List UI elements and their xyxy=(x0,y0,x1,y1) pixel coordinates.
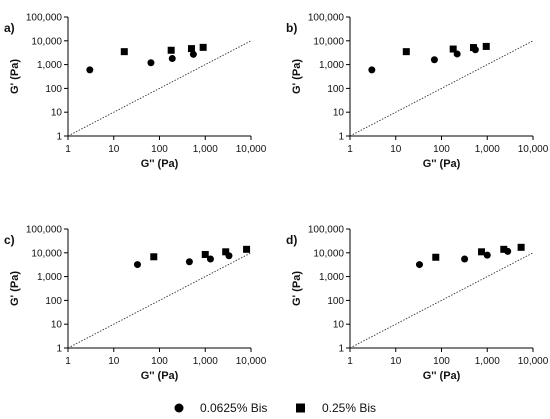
data-point-circle xyxy=(368,66,376,74)
data-point-square xyxy=(167,46,175,54)
panel-label: d) xyxy=(286,233,297,247)
data-point-circle xyxy=(461,255,469,263)
data-point-square xyxy=(222,248,230,256)
data-point-square xyxy=(402,48,410,56)
x-tick-label: 1 xyxy=(65,356,71,367)
y-tick-label: 100 xyxy=(327,84,344,95)
x-tick-label: 1,000 xyxy=(475,356,500,367)
x-axis-label: G'' (Pa) xyxy=(141,158,179,170)
data-point-square xyxy=(243,245,251,253)
y-axis-label: G' (Pa) xyxy=(9,271,21,306)
reference-line xyxy=(349,40,534,137)
legend-label-1: 0.25% Bis xyxy=(322,401,376,415)
panel-b: 1 10 100 1,000 10,000 100,000 1 10 100 1,000 10,00… xyxy=(286,13,549,171)
panel-d: 1 10 100 1,000 10,000 100,000 1 10 100 1,000 10,00… xyxy=(286,225,549,383)
y-tick-label: 10 xyxy=(51,108,63,119)
panel-label: a) xyxy=(4,21,15,35)
x-tick-label: 1,000 xyxy=(193,144,218,155)
x-axis-label: G'' (Pa) xyxy=(423,370,461,382)
legend-circle-marker xyxy=(174,403,184,413)
reference-line xyxy=(67,40,252,137)
legend-label-0: 0.0625% Bis xyxy=(200,401,267,415)
data-point-circle xyxy=(133,261,141,269)
data-point-circle xyxy=(86,66,94,74)
y-axis-label: G' (Pa) xyxy=(291,59,303,94)
panels: 1 10 100 1,000 10,000 100,000 1 10 100 1,000 10,00… xyxy=(4,13,549,383)
x-tick-label: 10 xyxy=(390,144,402,155)
data-point-square xyxy=(201,250,209,258)
data-point-circle xyxy=(483,251,491,259)
data-point-circle xyxy=(189,50,197,58)
y-tick-label: 100 xyxy=(45,296,62,307)
y-tick-label: 10 xyxy=(333,320,345,331)
x-tick-label: 10 xyxy=(108,356,120,367)
data-point-square xyxy=(478,248,486,256)
x-tick-label: 10,000 xyxy=(518,144,549,155)
legend: 0.0625% Bis 0.25% Bis xyxy=(174,401,376,415)
panel-c: 1 10 100 1,000 10,000 100,000 1 10 100 1,000 10,00… xyxy=(4,225,267,383)
panel-label: b) xyxy=(286,21,297,35)
y-tick-label: 10 xyxy=(333,108,345,119)
data-point-circle xyxy=(415,261,423,269)
reference-line xyxy=(349,252,534,349)
x-tick-label: 1,000 xyxy=(193,356,218,367)
y-tick-label: 100,000 xyxy=(308,13,345,24)
x-tick-label: 100 xyxy=(433,144,450,155)
x-tick-label: 100 xyxy=(151,356,168,367)
y-axis-label: G' (Pa) xyxy=(9,59,21,94)
y-tick-label: 100,000 xyxy=(26,225,63,236)
x-tick-label: 10 xyxy=(390,356,402,367)
y-tick-label: 10,000 xyxy=(31,248,62,259)
y-axis-label: G' (Pa) xyxy=(291,271,303,306)
y-tick-label: 100,000 xyxy=(308,225,345,236)
x-tick-label: 10,000 xyxy=(236,356,267,367)
data-point-circle xyxy=(430,56,438,64)
data-point-circle xyxy=(168,55,176,63)
x-axis-label: G'' (Pa) xyxy=(141,370,179,382)
y-tick-label: 10,000 xyxy=(313,248,344,259)
data-point-square xyxy=(150,253,158,261)
y-tick-label: 1 xyxy=(56,344,62,355)
y-tick-label: 100 xyxy=(45,84,62,95)
x-tick-label: 1 xyxy=(347,144,353,155)
x-tick-label: 1,000 xyxy=(475,144,500,155)
data-point-square xyxy=(120,48,128,56)
y-tick-label: 1 xyxy=(56,132,62,143)
y-tick-label: 10,000 xyxy=(313,36,344,47)
x-tick-label: 10,000 xyxy=(518,356,549,367)
data-point-square xyxy=(517,243,525,251)
data-point-square xyxy=(187,45,195,53)
data-point-square xyxy=(432,253,440,261)
y-tick-label: 10 xyxy=(51,320,63,331)
data-point-square xyxy=(199,43,207,51)
y-tick-label: 1,000 xyxy=(319,60,344,71)
x-tick-label: 1 xyxy=(65,144,71,155)
y-tick-label: 100 xyxy=(327,296,344,307)
panel-a: 1 10 100 1,000 10,000 100,000 1 10 100 1,000 10,00… xyxy=(4,13,267,171)
reference-line xyxy=(67,252,252,349)
data-point-square xyxy=(500,245,508,253)
y-tick-label: 100,000 xyxy=(26,13,63,24)
x-tick-label: 1 xyxy=(347,356,353,367)
data-point-square xyxy=(482,42,490,50)
data-point-circle xyxy=(147,59,155,67)
panel-label: c) xyxy=(4,233,15,247)
x-tick-label: 10 xyxy=(108,144,120,155)
y-tick-label: 1,000 xyxy=(37,60,62,71)
y-tick-label: 1,000 xyxy=(319,272,344,283)
x-axis-label: G'' (Pa) xyxy=(423,158,461,170)
data-point-square xyxy=(449,45,457,53)
legend-square-marker xyxy=(296,403,305,413)
data-point-square xyxy=(469,44,477,52)
y-tick-label: 1 xyxy=(338,344,344,355)
x-tick-label: 100 xyxy=(433,356,450,367)
y-tick-label: 1,000 xyxy=(37,272,62,283)
x-tick-label: 10,000 xyxy=(236,144,267,155)
x-tick-label: 100 xyxy=(151,144,168,155)
data-point-circle xyxy=(185,258,193,266)
y-tick-label: 10,000 xyxy=(31,36,62,47)
y-tick-label: 1 xyxy=(338,132,344,143)
